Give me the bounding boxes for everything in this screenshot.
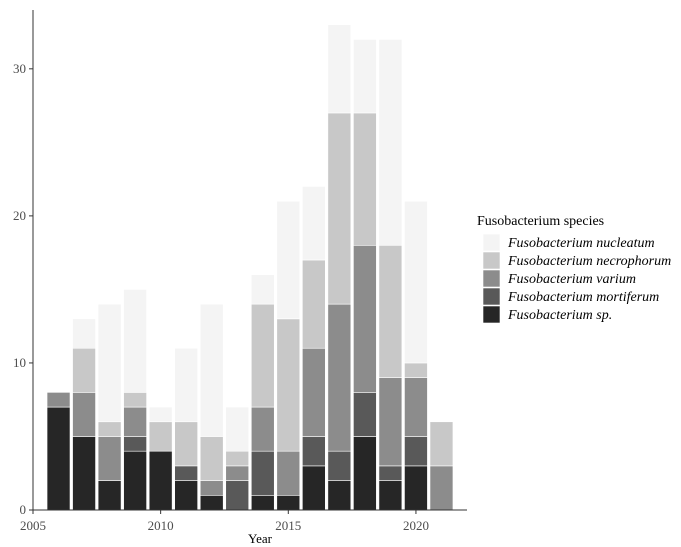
legend-swatch [482,269,501,288]
legend-label: Fusobacterium sp. [507,308,612,323]
bar-segment [97,421,122,437]
bar-segment [429,465,454,511]
bar-segment [72,347,96,393]
bar-segment [404,436,428,467]
y-tick-label: 0 [20,502,27,517]
bar-segment [429,421,454,467]
bar-segment [174,465,198,481]
bar-segment [123,406,147,437]
bar-segment [72,436,96,511]
bar-segment [353,244,377,393]
bar-segment [327,24,352,114]
bar-segment [123,436,147,452]
bar-segment [123,289,147,393]
legend-swatch [482,251,501,270]
bar-segment [97,436,122,481]
bar-segment [225,465,250,481]
bar-segment [199,436,224,481]
y-tick-label: 10 [13,355,26,370]
bar-segment [302,465,326,511]
bar-segment [378,377,403,467]
bar-segment [225,450,250,467]
bar-segment [327,450,352,481]
legend-label: Fusobacterium necrophorum [507,254,671,269]
bar-segment [148,406,173,423]
y-tick-label: 20 [13,208,26,223]
legend-swatch [482,305,501,324]
bar-segment [276,494,301,511]
bar-segment [199,480,224,496]
bar-segment [276,200,301,320]
bar-segment [97,480,122,511]
bar-segment [327,303,352,452]
bar-segment [250,450,275,496]
bar-segment [72,318,96,349]
legend-swatch [482,233,501,252]
bar-segment [404,362,428,378]
bar-segment [353,39,377,114]
bar-segment [353,436,377,511]
bar-segment [378,480,403,511]
bar-segment [327,480,352,511]
bar-segment [378,244,403,378]
bar-segment [199,494,224,511]
x-axis-title: Year [248,531,273,546]
bar-segment [353,112,377,246]
bar-segment [123,392,147,408]
x-axis-ticks: 2005 2010 2015 2020 [20,510,429,533]
bar-segment [250,303,275,408]
bar-segment [225,480,250,511]
bar-segment [46,392,71,408]
bar-segment [174,347,198,423]
bar-segment [404,377,428,437]
bars-layer [46,24,454,511]
bar-segment [250,494,275,511]
y-tick-label: 30 [13,61,26,76]
bar-segment [327,112,352,305]
bar-segment [199,303,224,437]
bar-segment [276,450,301,496]
legend-swatch [482,287,501,306]
bar-segment [353,392,377,437]
legend-label: Fusobacterium varium [507,272,636,287]
bar-segment [123,450,147,511]
legend-label: Fusobacterium mortiferum [507,290,659,305]
bar-segment [378,465,403,481]
bar-segment [174,480,198,511]
bar-segment [302,436,326,467]
bar-segment [276,318,301,452]
bar-segment [46,406,71,511]
x-tick-label: 2005 [20,518,46,533]
bar-segment [174,421,198,467]
bar-segment [404,465,428,511]
bar-segment [404,200,428,364]
legend-title: Fusobacterium species [477,214,604,229]
bar-segment [97,303,122,423]
bar-segment [148,450,173,511]
x-tick-label: 2010 [148,518,174,533]
y-axis-ticks: 0 10 20 30 [13,61,33,517]
bar-segment [250,274,275,305]
bar-segment [302,347,326,437]
bar-segment [72,392,96,437]
bar-segment [302,186,326,261]
x-tick-label: 2020 [403,518,429,533]
legend: Fusobacterium species Fusobacterium nucl… [477,214,671,324]
x-tick-label: 2015 [275,518,301,533]
legend-label: Fusobacterium nucleatum [507,236,655,251]
bar-segment [378,39,403,246]
bar-segment [148,421,173,452]
bar-segment [250,406,275,452]
bar-segment [302,259,326,349]
bar-segment [225,406,250,452]
